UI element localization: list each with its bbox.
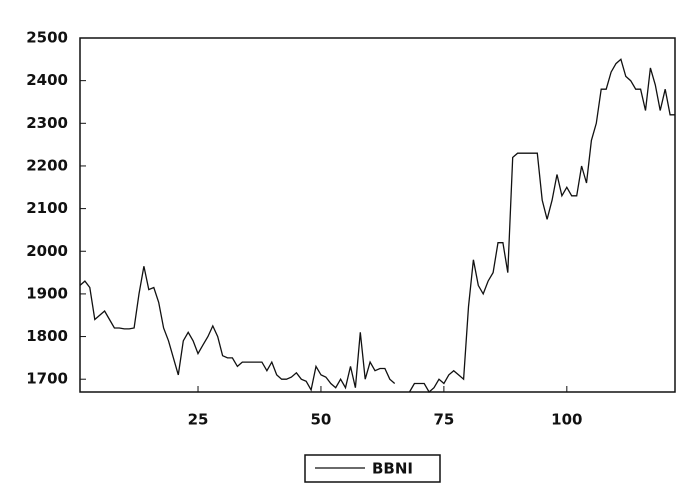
data-line	[79, 58, 675, 394]
x-tick-label: 50	[311, 411, 332, 429]
y-tick-label: 2000	[26, 242, 68, 260]
y-tick-label: 2300	[26, 114, 68, 132]
legend-label: BBNI	[372, 460, 413, 478]
x-tick-label: 75	[433, 411, 454, 429]
y-tick-label: 2100	[26, 199, 68, 217]
y-tick-label: 2500	[26, 29, 68, 47]
y-tick-label: 2400	[26, 71, 68, 89]
x-tick-label: 100	[551, 411, 582, 429]
y-tick-label: 1800	[26, 327, 68, 345]
y-tick-label: 1900	[26, 284, 68, 302]
x-tick-label: 25	[188, 411, 209, 429]
y-tick-label: 2200	[26, 156, 68, 174]
legend-box	[304, 454, 441, 483]
y-tick-label: 1700	[26, 370, 68, 388]
plot-frame	[79, 37, 676, 393]
